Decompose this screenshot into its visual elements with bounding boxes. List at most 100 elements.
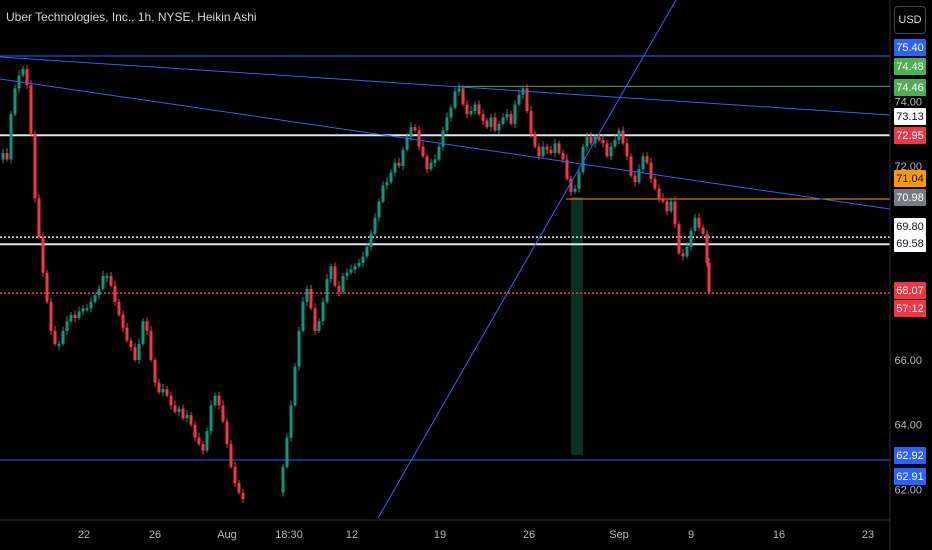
- candle-body: [413, 127, 417, 131]
- candle-body: [213, 395, 217, 406]
- candle-body: [13, 88, 17, 115]
- x-tick-label: 19: [434, 529, 446, 541]
- price-label: 68.07: [896, 285, 924, 297]
- price-label: 69.58: [896, 238, 924, 250]
- rising-trendline[interactable]: [377, 0, 677, 519]
- candle-body: [93, 295, 97, 302]
- candle-body: [349, 269, 353, 273]
- candle-body: [49, 301, 53, 331]
- candle-body: [645, 156, 649, 163]
- price-label-bg: [894, 300, 926, 317]
- candle-body: [553, 143, 557, 154]
- upper-trendline[interactable]: [0, 56, 891, 116]
- candle-body: [333, 266, 337, 286]
- candle-body: [125, 327, 129, 341]
- candle-body: [485, 120, 489, 128]
- candle-body: [217, 395, 221, 406]
- candle-body: [657, 188, 661, 199]
- horizontal-levels[interactable]: [0, 55, 890, 461]
- candles: [1, 64, 711, 504]
- candle-body: [425, 156, 429, 170]
- price-label: 62.91: [896, 471, 924, 483]
- candle-body: [117, 301, 121, 315]
- price-label-bg: [894, 235, 926, 252]
- candle-body: [137, 343, 141, 361]
- candle-body: [185, 415, 189, 419]
- candle-body: [149, 330, 153, 361]
- candle-body: [533, 133, 537, 147]
- candle-body: [373, 217, 377, 234]
- candle-body: [169, 395, 173, 406]
- candle-body: [629, 156, 633, 176]
- candle-body: [193, 424, 197, 438]
- candle-body: [689, 230, 693, 247]
- candle-body: [21, 68, 25, 76]
- candle-body: [493, 117, 497, 131]
- candle-body: [317, 321, 321, 331]
- candle-body: [5, 153, 9, 160]
- candle-body: [237, 482, 241, 493]
- candle-body: [145, 321, 149, 331]
- candle-body: [29, 85, 33, 134]
- x-tick-label: 22: [78, 529, 90, 541]
- x-tick-label: 16: [773, 529, 785, 541]
- candle-body: [365, 246, 369, 257]
- candle-body: [313, 308, 317, 331]
- candle-body: [57, 343, 61, 346]
- price-label: 70.98: [896, 192, 924, 204]
- price-labels: 75.40 74.48 74.46 73.13 72.95 71.04 70.98 69.80…: [894, 39, 926, 485]
- price-label-bg: [894, 468, 926, 485]
- candle-body: [505, 114, 509, 118]
- price-label-bg: [894, 108, 926, 125]
- candle-body: [685, 246, 689, 257]
- x-tick-label: 18:30: [275, 529, 303, 541]
- candle-body: [309, 288, 313, 309]
- x-tick-label: 12: [346, 529, 358, 541]
- candle-body: [705, 233, 709, 264]
- candle-body: [301, 301, 305, 331]
- price-label-bg: [894, 39, 926, 56]
- candle-body: [649, 162, 653, 179]
- candle-body: [361, 256, 365, 264]
- candle-body: [381, 185, 385, 202]
- candle-body: [305, 288, 309, 302]
- candle-body: [401, 149, 405, 166]
- candle-body: [601, 140, 605, 144]
- x-tick-label: Sep: [609, 529, 629, 541]
- candle-body: [481, 114, 485, 121]
- price-label: 74.48: [896, 61, 924, 73]
- candle-body: [393, 162, 397, 173]
- price-label: 57:12: [896, 303, 924, 315]
- candle-body: [693, 217, 697, 231]
- candle-body: [465, 104, 469, 115]
- y-tick-label: 66.00: [894, 355, 922, 367]
- price-label: 74.46: [896, 82, 924, 94]
- currency-button[interactable]: USD: [894, 6, 926, 34]
- candle-body: [321, 301, 325, 322]
- candle-body: [577, 172, 581, 189]
- candle-body: [157, 382, 161, 393]
- candle-body: [109, 275, 113, 286]
- candle-body: [197, 437, 201, 445]
- lower-trendline[interactable]: [0, 78, 891, 210]
- candle-body: [445, 117, 449, 131]
- candle-body: [85, 308, 89, 311]
- candle-body: [341, 275, 345, 293]
- candle-body: [633, 175, 637, 183]
- trendlines[interactable]: [0, 0, 891, 519]
- candle-body: [101, 275, 105, 289]
- candle-body: [653, 178, 657, 189]
- price-label: 69.80: [896, 221, 924, 233]
- y-tick-label: 64.00: [894, 420, 922, 432]
- candle-body: [409, 127, 413, 137]
- candle-body: [205, 431, 209, 451]
- candle-body: [113, 285, 117, 302]
- candle-body: [669, 201, 673, 212]
- candle-body: [497, 123, 501, 131]
- candle-body: [541, 146, 545, 157]
- candle-body: [617, 130, 621, 141]
- candle-body: [325, 279, 329, 302]
- candle-body: [353, 266, 357, 270]
